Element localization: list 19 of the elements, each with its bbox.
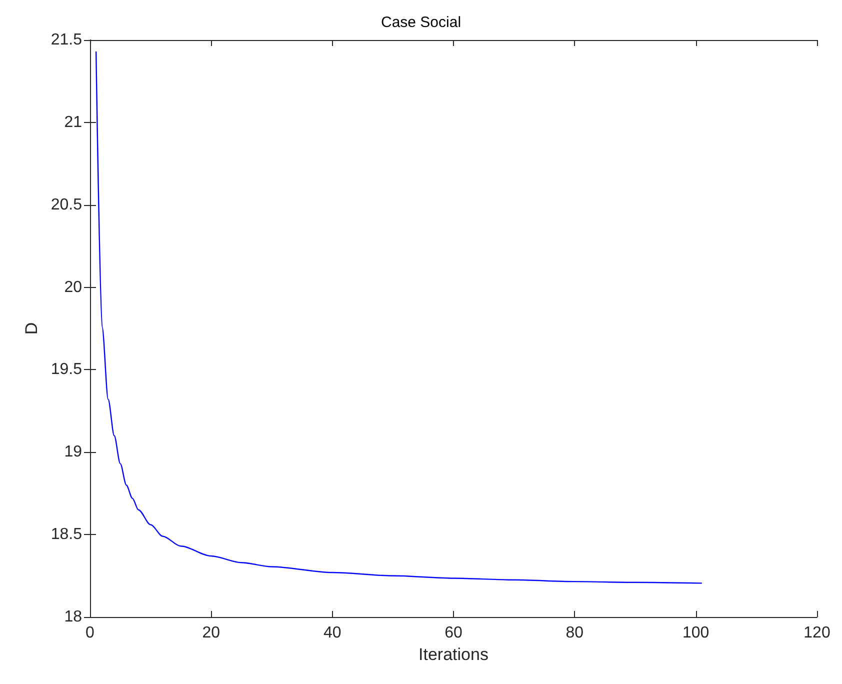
y-tick-label: 21.5 — [50, 32, 82, 48]
x-tick-label: 0 — [86, 624, 95, 642]
x-tick-label: 40 — [323, 624, 342, 642]
x-tick-label: 100 — [682, 624, 710, 642]
y-tick-label: 21 — [64, 114, 82, 131]
x-tick-label: 80 — [566, 624, 584, 642]
x-axis-title: Iterations — [418, 644, 488, 664]
y-axis-title: D — [22, 322, 41, 335]
y-tick-label: 19 — [64, 444, 82, 461]
x-tick-label: 20 — [202, 624, 220, 642]
y-tick-label: 20.5 — [50, 196, 82, 214]
line-series — [95, 50, 702, 584]
y-tick-label: 18 — [64, 608, 82, 626]
y-tick-label: 18.5 — [50, 526, 82, 544]
chart-title: Case Social — [380, 14, 462, 31]
x-tick-label: 60 — [444, 624, 462, 642]
y-tick-label: 20 — [64, 278, 82, 296]
x-tick-label: 120 — [804, 624, 830, 642]
y-tick-label: 19.5 — [50, 361, 82, 378]
